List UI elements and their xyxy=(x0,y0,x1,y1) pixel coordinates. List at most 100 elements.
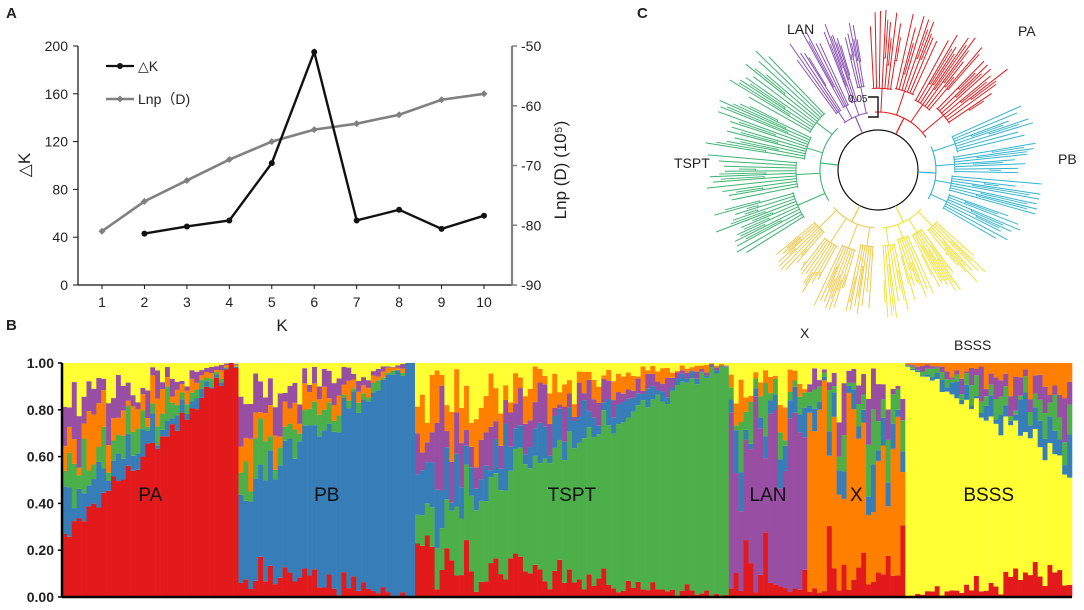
bar-segment xyxy=(229,363,234,597)
bar-segment xyxy=(577,416,582,442)
bar-segment xyxy=(189,363,194,370)
bar-segment xyxy=(116,363,121,375)
bar-segment xyxy=(768,401,773,414)
bar-segment xyxy=(454,454,459,507)
bar-segment xyxy=(881,399,886,418)
bar-segment xyxy=(631,363,636,376)
bar-segment xyxy=(959,400,964,404)
series-point-lnp xyxy=(353,120,360,127)
bar-segment xyxy=(842,499,847,565)
bar-segment xyxy=(96,378,101,403)
bar-segment xyxy=(160,436,165,597)
bar-segment xyxy=(278,465,283,577)
bar-segment xyxy=(797,414,802,432)
bar-segment xyxy=(920,372,925,376)
bar-segment xyxy=(788,418,793,591)
group-label: BSSS xyxy=(963,485,1014,506)
bar-segment xyxy=(974,576,979,597)
bar-segment xyxy=(425,442,430,462)
bar-segment xyxy=(763,532,768,597)
bar-segment xyxy=(72,464,77,508)
bar-segment xyxy=(234,364,239,365)
bar-segment xyxy=(180,384,185,392)
bar-segment xyxy=(626,418,631,581)
bar-segment xyxy=(587,380,592,411)
bar-segment xyxy=(655,390,660,394)
bar-segment xyxy=(891,363,896,389)
bar-segment xyxy=(866,399,871,445)
bar-segment xyxy=(748,402,753,444)
bar-segment xyxy=(846,386,851,393)
bar-segment xyxy=(435,363,440,370)
bar-segment xyxy=(317,415,322,437)
bar-segment xyxy=(645,407,650,590)
bar-segment xyxy=(126,401,131,406)
bar-segment xyxy=(121,436,126,459)
bar-segment xyxy=(930,363,935,366)
tree-leaf-branch xyxy=(952,106,1021,137)
bar-segment xyxy=(136,409,141,428)
bar-segment xyxy=(278,363,283,393)
bar-segment xyxy=(871,582,876,597)
bar-segment xyxy=(542,384,547,427)
bar-segment xyxy=(655,382,660,390)
bar-segment xyxy=(292,363,297,383)
bar-segment xyxy=(366,363,371,380)
bar-segment xyxy=(297,441,302,577)
bar-segment xyxy=(1043,387,1048,413)
bar-segment xyxy=(650,399,655,582)
bar-segment xyxy=(601,402,606,410)
bar-segment xyxy=(72,508,77,521)
right-y-tick-label: -80 xyxy=(521,217,541,233)
bar-segment xyxy=(989,363,994,373)
right-y-tick-label: -90 xyxy=(521,277,541,293)
bar-segment xyxy=(523,363,528,396)
bar-segment xyxy=(214,366,219,370)
bar-segment xyxy=(842,435,847,471)
bar-segment xyxy=(694,379,699,384)
bar-segment xyxy=(626,399,631,418)
bar-segment xyxy=(508,471,513,559)
bar-segment xyxy=(729,375,734,388)
bar-segment xyxy=(391,368,396,371)
bar-segment xyxy=(356,413,361,591)
bar-segment xyxy=(116,435,121,454)
bar-segment xyxy=(542,376,547,384)
bar-segment xyxy=(219,370,224,378)
bar-segment xyxy=(395,370,400,595)
bar-segment xyxy=(356,403,361,413)
bar-segment xyxy=(337,378,342,395)
bar-segment xyxy=(165,386,170,421)
bar-segment xyxy=(783,588,788,597)
bar-segment xyxy=(415,544,420,598)
bar-segment xyxy=(1047,443,1052,565)
bar-segment xyxy=(837,363,842,422)
bar-segment xyxy=(567,407,572,431)
bar-segment xyxy=(650,363,655,366)
bar-segment xyxy=(175,382,180,390)
series-point-lnp xyxy=(311,126,318,133)
bar-segment xyxy=(493,388,498,421)
bar-segment xyxy=(1018,399,1023,435)
bar-segment xyxy=(106,473,111,481)
bar-segment xyxy=(871,512,876,582)
tree-branch xyxy=(881,88,882,112)
bar-segment xyxy=(832,392,837,417)
bar-segment xyxy=(783,446,788,471)
bar-segment xyxy=(346,408,351,588)
bar-segment xyxy=(498,574,503,597)
bar-segment xyxy=(719,365,724,366)
bar-segment xyxy=(91,415,96,465)
bar-segment xyxy=(822,377,827,380)
bar-segment xyxy=(557,560,562,597)
bar-segment xyxy=(253,438,258,478)
bar-segment xyxy=(1018,580,1023,597)
bar-segment xyxy=(675,371,680,372)
left-y-tick-label: 0 xyxy=(60,277,68,293)
bar-segment xyxy=(567,569,572,597)
tree-leaf-branch xyxy=(945,69,1007,117)
bar-segment xyxy=(616,392,621,404)
bar-segment xyxy=(449,462,454,503)
bar-segment xyxy=(273,407,278,436)
bar-segment xyxy=(1052,363,1057,385)
